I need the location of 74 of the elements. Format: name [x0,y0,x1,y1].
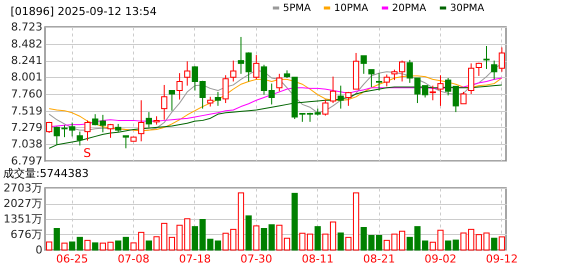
candlestick [330,76,336,104]
bar [314,226,321,250]
candlestick [207,96,214,108]
candlestick [498,46,505,72]
bar [292,192,298,250]
candlestick [437,74,444,106]
y-tick-label: 1351万 [4,212,42,226]
candlestick [491,60,498,80]
y-tick-label: 7.279 [11,120,42,134]
candlestick [138,100,144,142]
candlestick [384,74,390,87]
candlestick [253,54,260,80]
candlestick [430,85,436,101]
y-tick-label: 7.038 [11,138,42,151]
bar [246,215,252,250]
candlestick [76,131,83,146]
chart-title: 成交量:5744383 [3,167,89,180]
y-tick-label: 2703万 [4,182,42,194]
x-tick-label: 09-02 [424,252,456,266]
x-tick-label: 08-21 [363,252,396,266]
legend-label: 20PMA [392,3,426,14]
candlestick [146,112,152,128]
y-tick-label: 8.241 [11,54,42,68]
candlestick [360,55,367,74]
candlestick [483,45,490,70]
legend-label: 30PMA [450,3,484,14]
bar [491,238,498,250]
candlestick [176,72,183,100]
legend-label: 5PMA [283,3,312,14]
candlestick [161,84,168,120]
candlestick [368,69,375,88]
y-tick-label: 676万 [10,228,42,241]
y-tick-label: 7.760 [11,88,42,100]
candlestick [222,74,229,104]
y-tick-label: 8.001 [11,70,42,84]
candlestick [276,73,282,92]
candlestick [214,91,222,106]
y-tick-label: 8.482 [11,37,42,50]
legend-label: 10PMA [334,3,368,14]
candlestick [338,85,344,110]
candlestick [468,62,474,94]
y-tick-label: 2027万 [4,197,42,210]
candlestick [376,72,382,92]
candlestick [345,91,352,106]
bar [146,240,152,250]
x-tick-label: 07-08 [118,252,150,266]
x-tick-label: 09-12 [486,252,518,266]
chart-title: [01896] 2025-09-12 13:54 [10,5,157,18]
y-tick-label: 7.519 [11,104,42,118]
x-tick-label: 07-18 [178,252,211,266]
candlestick [476,62,482,76]
y-tick-label: 0 [36,244,42,256]
bar [61,242,68,250]
bar [498,236,505,250]
bar [84,240,91,250]
candlestick [168,90,176,112]
candlestick [460,91,467,104]
candlestick [230,60,236,82]
x-tick-label: 06-25 [56,252,88,266]
bar [338,232,344,250]
y-tick-label: 6.797 [11,154,42,168]
bar [253,225,260,250]
bar [54,228,60,250]
bar [92,242,98,250]
x-tick-label: 08-11 [302,252,334,266]
candlestick [122,135,129,149]
candlestick [322,99,328,116]
annotation: S [83,146,91,160]
candlestick [184,60,190,86]
candlestick [107,123,114,138]
candlestick [84,120,91,142]
x-tick-label: 07-30 [240,252,272,266]
y-tick-label: 8.723 [11,20,42,34]
bar [46,241,52,250]
